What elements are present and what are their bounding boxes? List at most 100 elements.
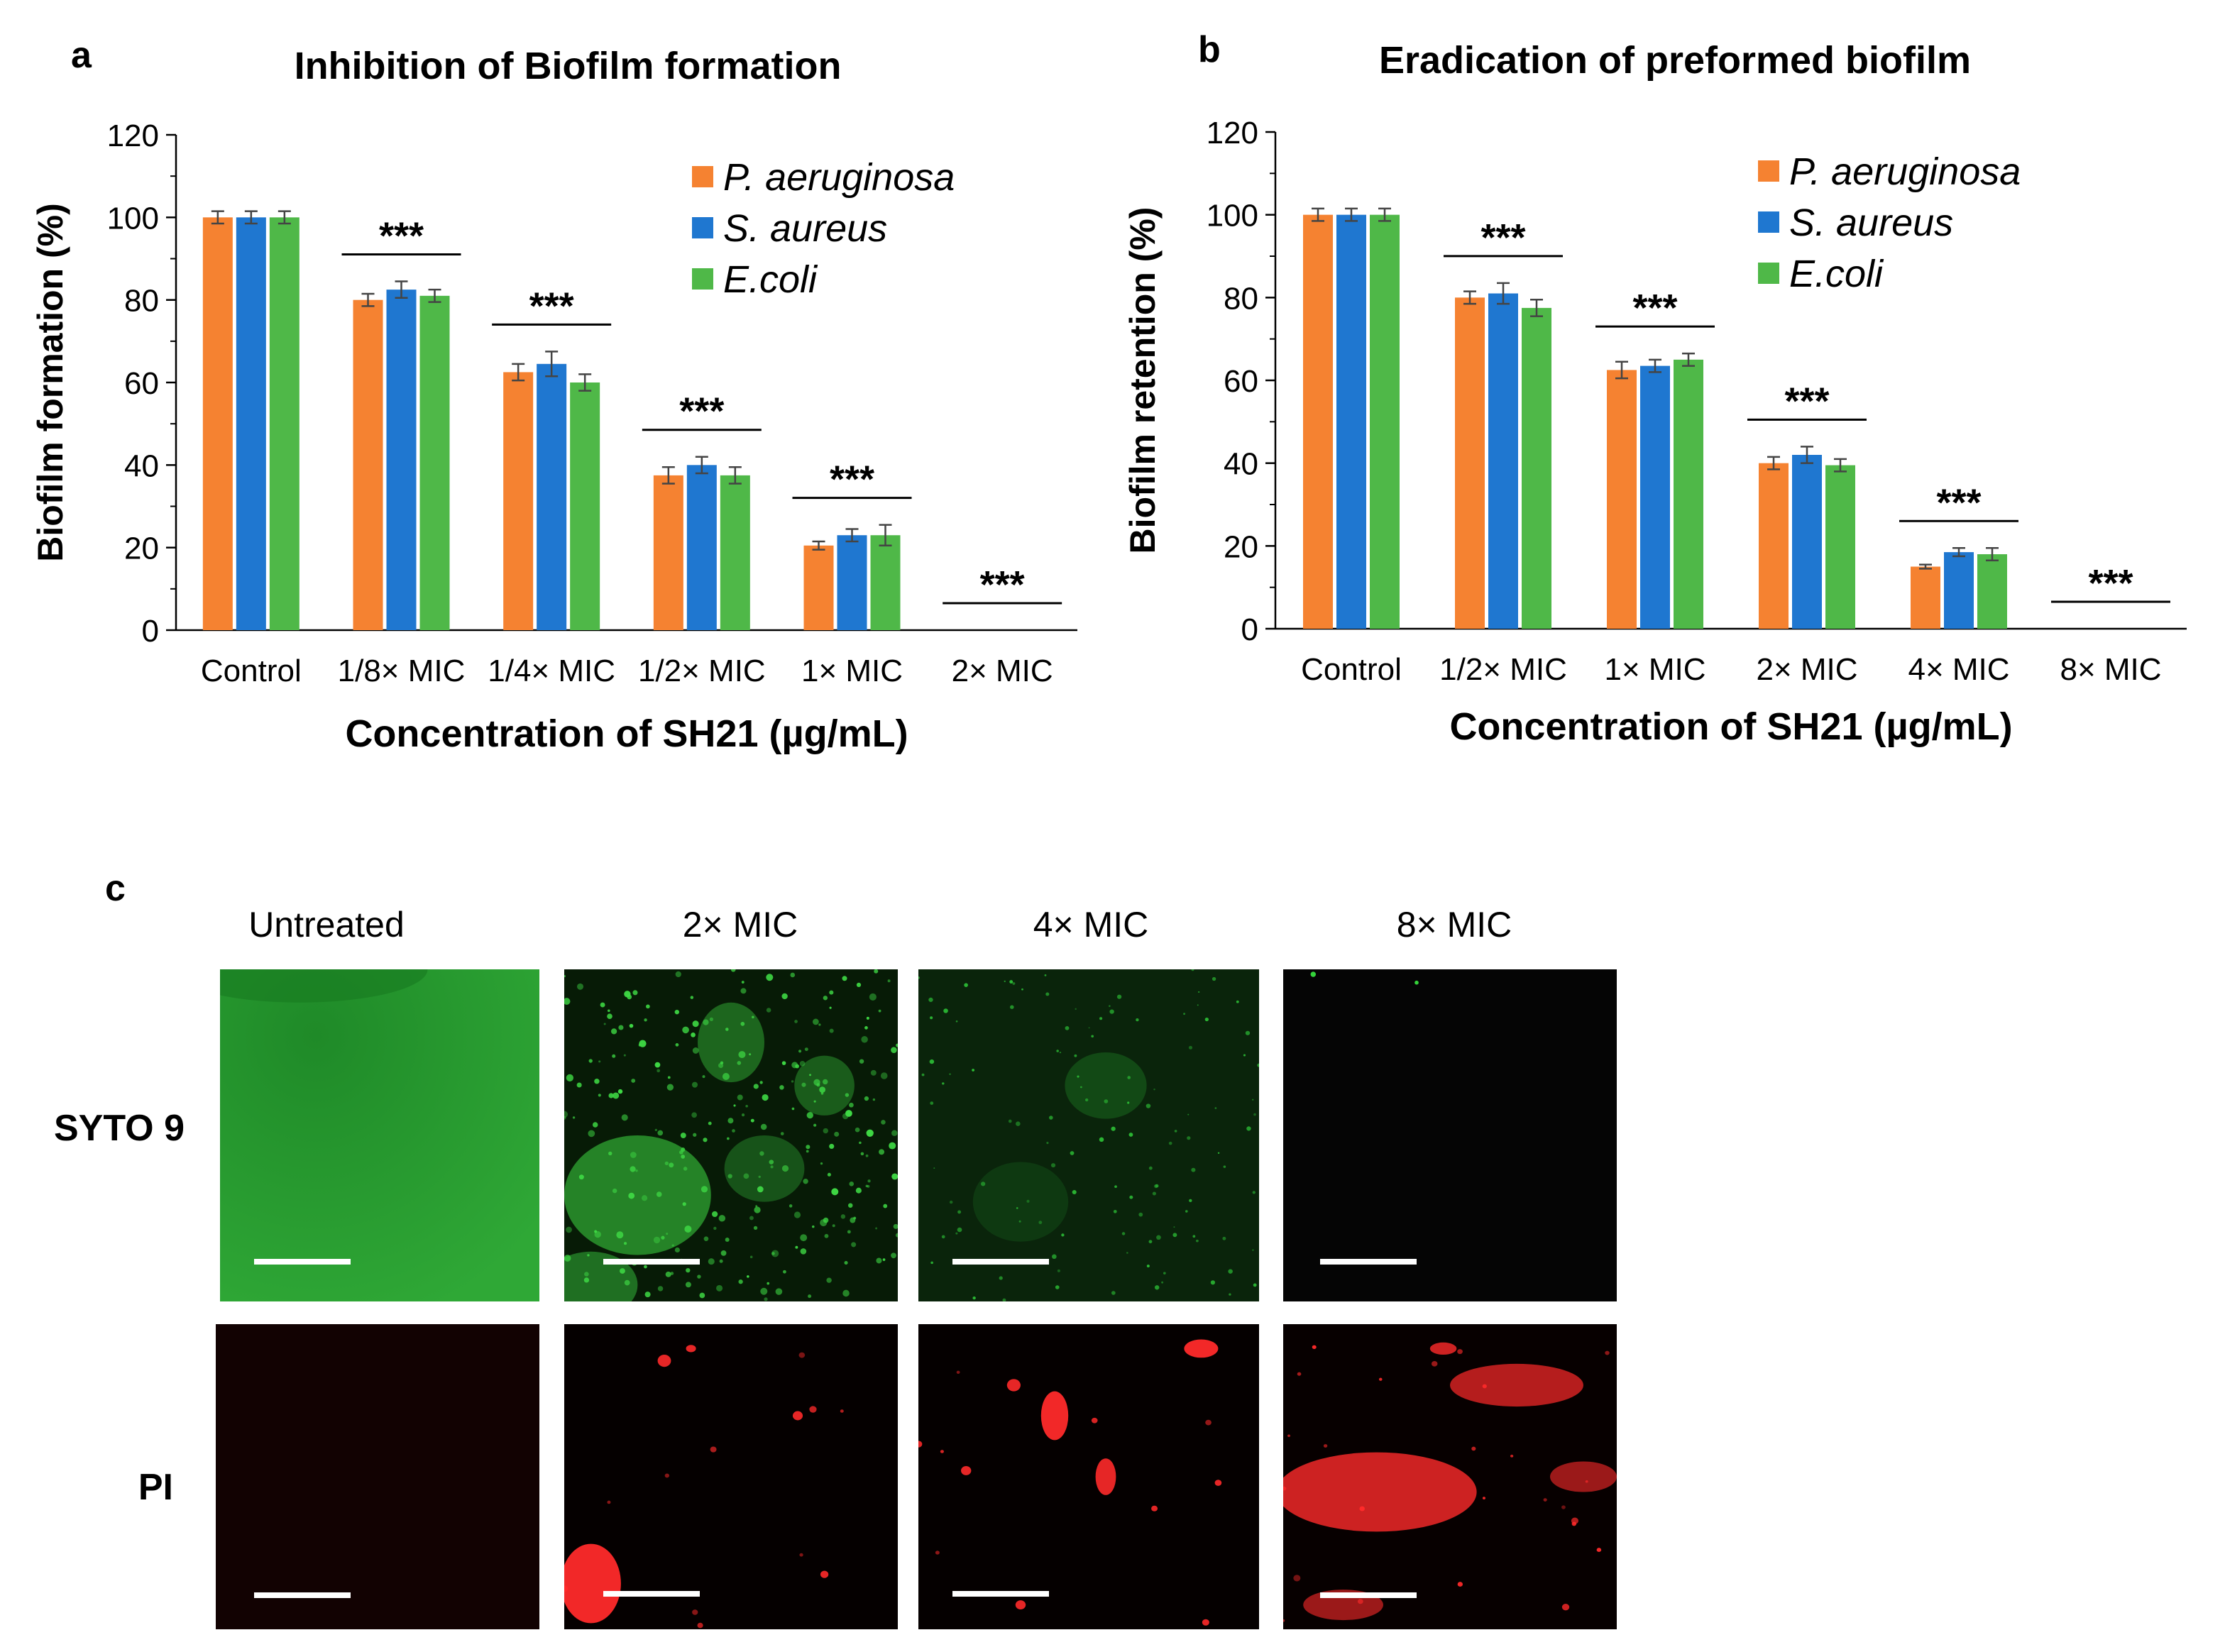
micrograph-speck	[1174, 1130, 1177, 1133]
micrograph-speck	[812, 1225, 815, 1228]
micrograph-speck	[1482, 1497, 1485, 1499]
micrograph-speck	[644, 1292, 651, 1298]
micrograph-speck	[1482, 1384, 1487, 1389]
bar	[1607, 370, 1637, 629]
micrograph-speck	[607, 1500, 611, 1504]
micrograph-speck	[891, 1130, 898, 1136]
y-tick-label: 100	[1207, 199, 1258, 233]
micrograph-speck	[1253, 1283, 1257, 1287]
micrograph-speck	[719, 1259, 723, 1263]
micrograph-speck	[1212, 976, 1216, 981]
micrograph-speck	[921, 1073, 925, 1076]
micrograph-speck	[1257, 1063, 1259, 1067]
micrograph-speck	[819, 1086, 826, 1093]
micrograph-blob	[657, 1355, 671, 1367]
micrograph-speck	[896, 1043, 898, 1047]
micrograph-speck	[882, 1258, 886, 1261]
micrograph-speck	[631, 1079, 636, 1083]
micrograph-speck	[578, 1174, 584, 1180]
micrograph-speck	[798, 1352, 806, 1358]
micrograph-speck	[1012, 982, 1016, 985]
micrograph-speck	[564, 998, 571, 1005]
micrograph-speck	[1056, 1050, 1059, 1052]
x-tick-label: 1/2× MIC	[1439, 652, 1567, 687]
micrograph-speck	[940, 1450, 944, 1453]
micrograph-speck	[1205, 1419, 1212, 1426]
micrograph-blob	[792, 1411, 803, 1421]
micrograph-speck	[842, 976, 847, 981]
micrograph-speck	[656, 1069, 661, 1073]
bar	[1488, 293, 1518, 629]
micrograph-speck	[791, 1080, 794, 1083]
micro-col-8x-mic: 8× MIC	[1396, 905, 1512, 945]
scale-bar	[952, 1591, 1049, 1597]
micrograph-speck	[1050, 1163, 1056, 1168]
micrograph-pi-untreated	[216, 1324, 539, 1629]
micrograph-speck	[1228, 1269, 1233, 1274]
micrograph-speck	[1252, 1098, 1254, 1101]
micrograph-speck	[809, 1406, 817, 1413]
micrograph-speck	[628, 1192, 635, 1199]
micrograph-speck	[771, 1250, 779, 1257]
micrograph-speck	[703, 1236, 709, 1241]
micrograph-speck	[831, 1188, 839, 1196]
micrograph-speck	[820, 1092, 824, 1095]
y-axis-label: Biofilm formation (%)	[31, 203, 70, 562]
micrograph-speck	[829, 1028, 834, 1033]
panel-label-c: c	[105, 868, 126, 909]
micrograph-speck	[1038, 1221, 1043, 1225]
micrograph-blob	[1450, 1363, 1583, 1407]
micrograph-speck	[930, 1261, 933, 1265]
micrograph-speck	[1252, 1249, 1254, 1251]
micrograph-speck	[860, 1152, 864, 1156]
micrograph-speck	[708, 1121, 712, 1125]
micrograph-speck	[727, 1118, 734, 1124]
micrograph-speck	[1077, 1075, 1079, 1078]
micrograph-speck	[603, 1023, 606, 1025]
micrograph-speck	[702, 1075, 705, 1079]
micrograph-speck	[682, 1026, 689, 1034]
micrograph-speck	[1571, 1517, 1578, 1524]
micrograph-speck	[1151, 1505, 1158, 1511]
bar	[537, 363, 567, 630]
micrograph-speck	[661, 1235, 665, 1240]
significance-marker: ***	[1784, 380, 1829, 422]
micrograph-speck	[1016, 1121, 1021, 1126]
micrograph-speck	[770, 1165, 774, 1169]
scale-bar	[254, 1259, 351, 1265]
micrograph-speck	[1016, 1207, 1018, 1209]
micrograph-speck	[823, 1128, 829, 1134]
micrograph-speck	[783, 1270, 786, 1274]
micrograph-speck	[853, 1216, 857, 1220]
micrograph-speck	[840, 1409, 844, 1413]
micrograph-speck	[844, 1260, 848, 1265]
micrograph-speck	[639, 1040, 647, 1047]
micrograph-speck	[665, 1271, 671, 1277]
micrograph-speck	[880, 1072, 888, 1079]
scale-bar	[603, 1259, 700, 1265]
micrograph-speck	[1055, 1285, 1060, 1289]
micrograph-speck	[1605, 1350, 1610, 1355]
micro-col-2x-mic: 2× MIC	[682, 905, 798, 945]
micrograph-blob	[1065, 1052, 1147, 1119]
micrograph-speck	[681, 1147, 686, 1152]
micrograph-speck	[667, 1076, 671, 1079]
micrograph-speck	[624, 1279, 630, 1286]
micrograph-speck	[879, 1149, 885, 1155]
micrograph-speck	[743, 1173, 749, 1179]
micrograph-speck	[1045, 992, 1050, 996]
micrograph-speck	[893, 1223, 898, 1229]
micrograph-speck	[842, 1113, 849, 1120]
micrograph-blob	[1006, 1379, 1021, 1392]
micrograph-speck	[1197, 1004, 1199, 1006]
y-tick-label: 60	[1224, 364, 1258, 399]
legend-label: E.coli	[1789, 253, 1884, 295]
micrograph-speck	[1088, 1027, 1090, 1029]
micrograph-speck	[1155, 1184, 1159, 1188]
micrograph-speck	[684, 1225, 692, 1233]
micrograph-speck	[644, 1018, 647, 1022]
micrograph-speck	[823, 1217, 829, 1223]
micrograph-speck	[1074, 1054, 1077, 1057]
y-axis-label: Biofilm retention (%)	[1123, 207, 1163, 554]
micrograph-speck	[564, 1585, 568, 1592]
